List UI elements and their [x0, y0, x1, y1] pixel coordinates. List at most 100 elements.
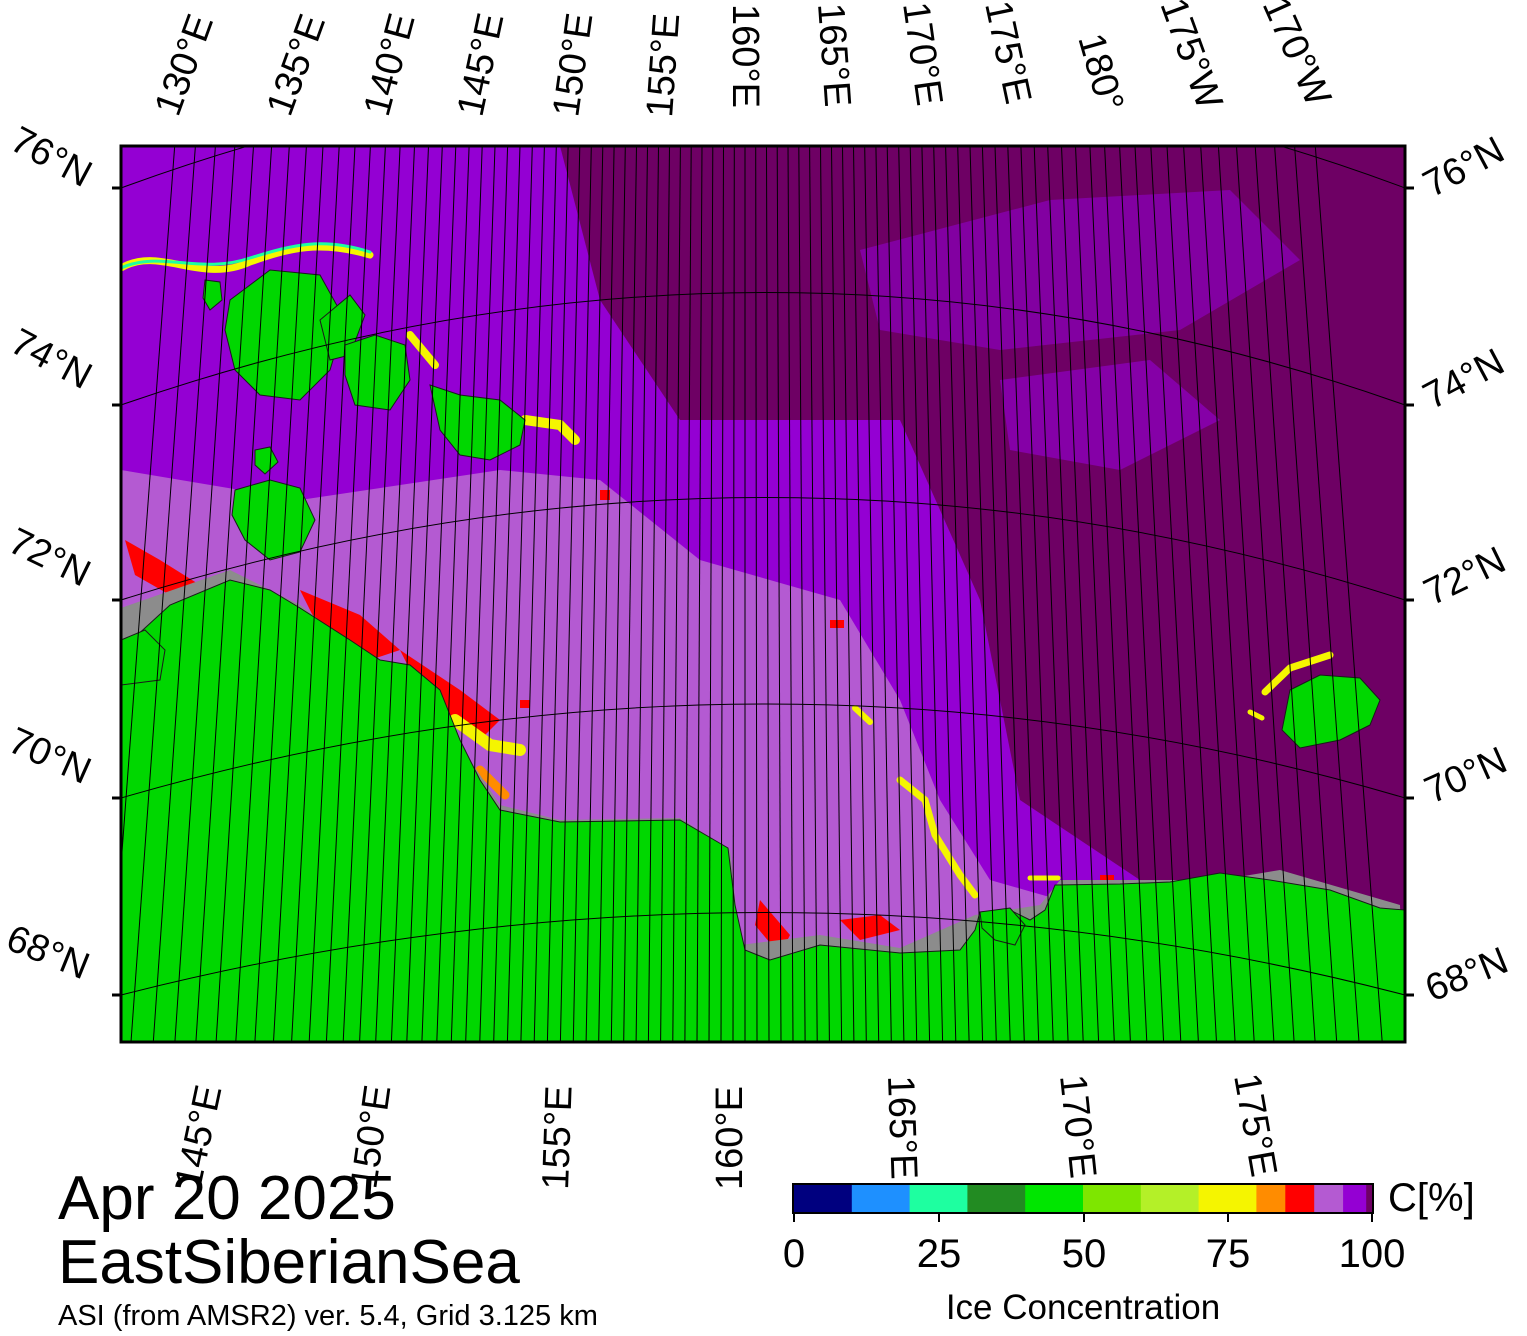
lat-label: 74°N	[4, 321, 99, 398]
colorbar-bin	[1314, 1185, 1344, 1212]
region-label: EastSiberianSea	[58, 1228, 520, 1297]
meridian-line	[215, 146, 273, 1042]
top-lon-label: 155°E	[639, 12, 688, 119]
meridian-line	[1007, 146, 1040, 1042]
colorbar-tick-label: 75	[1205, 1232, 1251, 1276]
land-faddeyevsky-island	[344, 334, 411, 411]
meridian-line	[981, 146, 1011, 1042]
colorbar-bin	[1285, 1185, 1315, 1212]
top-lon-label: 150°E	[545, 10, 601, 119]
meridian-line	[585, 146, 604, 1042]
product-label: ASI (from AMSR2) ver. 5.4, Grid 3.125 km	[58, 1300, 598, 1332]
meridian-line	[520, 146, 545, 1042]
meridian-line	[660, 146, 670, 1042]
top-lon-label: 175°W	[1152, 0, 1231, 115]
meridian-line	[933, 146, 957, 1042]
meridian-line	[493, 146, 521, 1042]
meridian-line	[842, 146, 855, 1042]
longitude-grid	[121, 146, 1383, 1042]
colorbar-unit: C[%]	[1388, 1176, 1475, 1220]
bottom-lon-label: 170°E	[1051, 1073, 1104, 1181]
meridian-line	[732, 146, 735, 1042]
meridian-line	[390, 146, 429, 1042]
frame-ticks	[112, 186, 1414, 997]
colorbar-bin	[1256, 1185, 1286, 1212]
land-ayon-island	[979, 907, 1026, 946]
land-kotelny-island	[224, 269, 346, 401]
top-lon-label: 140°E	[356, 9, 423, 120]
meridian-line	[820, 146, 830, 1042]
meridian-line	[1166, 146, 1217, 1042]
meridian-line	[406, 146, 443, 1042]
top-lon-label: 130°E	[147, 9, 222, 121]
land-bolshoy-lyakhovsky	[231, 479, 316, 561]
meridian-line	[957, 146, 984, 1042]
meridian-line	[235, 146, 290, 1042]
meridian-line	[342, 146, 386, 1042]
meridian-line	[1217, 146, 1275, 1042]
meridian-line	[809, 146, 818, 1042]
meridian-line	[1183, 146, 1236, 1042]
meridian-line	[546, 146, 569, 1042]
colorbar-tick-label: 25	[916, 1232, 962, 1276]
land-wrangel-island	[1281, 674, 1381, 749]
meridian-line	[572, 146, 592, 1042]
meridian-line	[559, 146, 581, 1042]
meridian-line	[254, 146, 307, 1042]
meridian-line	[450, 146, 483, 1042]
meridian-line	[1134, 146, 1182, 1042]
lat-label: 68°N	[1, 917, 95, 988]
meridian-line	[1236, 146, 1295, 1042]
meridian-line	[195, 146, 254, 1042]
colorbar-bin	[1025, 1185, 1084, 1212]
meridian-line	[755, 146, 758, 1042]
top-lon-label: 135°E	[259, 9, 334, 121]
meridian-line	[623, 146, 637, 1042]
meridian-line	[696, 146, 703, 1042]
top-lon-label: 165°E	[809, 2, 858, 109]
colorbar-bin	[851, 1185, 911, 1212]
right-latitude-labels: 76°N 74°N 72°N 70°N 68°N	[1417, 129, 1515, 1010]
left-latitude-labels: 76°N 74°N 72°N 70°N 68°N	[1, 119, 99, 988]
colorbar-bin	[967, 1185, 1026, 1212]
bottom-lon-label: 160°E	[709, 1086, 751, 1190]
meridian-line	[684, 146, 692, 1042]
map-frame	[119, 144, 1407, 1044]
meridian-line	[886, 146, 905, 1042]
meridian-line	[598, 146, 615, 1042]
meridian-line	[945, 146, 970, 1042]
meridian-line	[776, 146, 782, 1042]
meridian-line	[1200, 146, 1255, 1042]
colorbar-tick-label: 0	[782, 1232, 806, 1276]
meridian-line	[174, 146, 236, 1042]
meridian-line	[875, 146, 892, 1042]
land-mainland	[121, 579, 1405, 1042]
meridian-line	[152, 146, 216, 1042]
meridian-line	[1104, 146, 1148, 1042]
colorbar-bin	[1366, 1185, 1373, 1212]
meridian-line	[994, 146, 1025, 1042]
colorbar-title: Ice Concentration	[945, 1288, 1221, 1327]
meridian-line	[1119, 146, 1165, 1042]
colorbar	[794, 1185, 1373, 1212]
top-lon-label: 170°W	[1254, 0, 1339, 112]
meridian-line	[1274, 146, 1338, 1042]
meridian-line	[121, 146, 176, 872]
meridian-line	[720, 146, 724, 1042]
lat-label: 72°N	[2, 520, 97, 595]
lat-label: 74°N	[1417, 341, 1512, 418]
colorbar-bin	[909, 1185, 968, 1212]
meridian-line	[864, 146, 880, 1042]
meridian-line	[635, 146, 648, 1042]
meridian-line	[1254, 146, 1316, 1042]
meridian-line	[921, 146, 944, 1042]
lat-label: 76°N	[4, 119, 99, 196]
meridian-line	[831, 146, 843, 1042]
meridian-line	[610, 146, 626, 1042]
meridian-line	[308, 146, 356, 1042]
meridian-line	[798, 146, 806, 1042]
bottom-lon-label: 165°E	[879, 1075, 925, 1180]
colorbar-bin	[794, 1185, 853, 1212]
meridian-line	[359, 146, 401, 1042]
land-indigirka-delta	[121, 629, 166, 686]
